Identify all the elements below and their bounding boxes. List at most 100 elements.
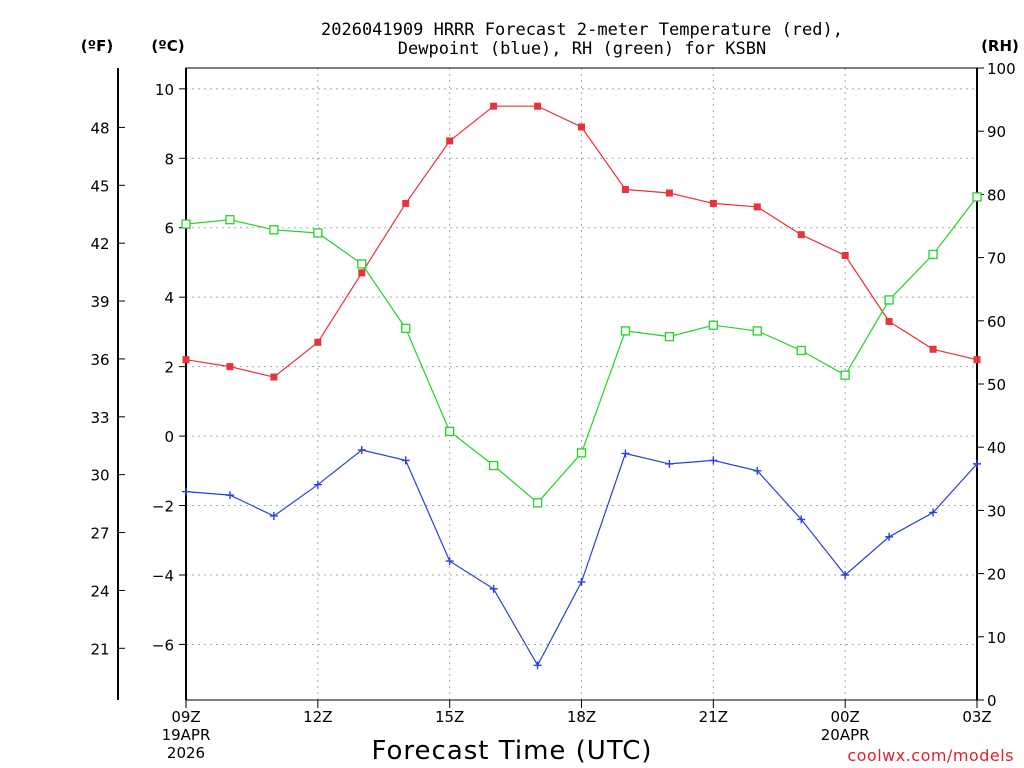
temperature-point (621, 186, 629, 194)
rh-tick-label: 50 (987, 376, 1006, 394)
x-tick-label: 20APR (821, 726, 870, 744)
dewpoint-point (533, 661, 542, 670)
series-dewpoint (182, 445, 981, 670)
dewpoint-point (577, 577, 586, 586)
celsius-tick-label: 0 (164, 428, 174, 446)
series-rh (181, 192, 982, 508)
celsius-tick-label: 4 (164, 289, 174, 307)
rh-point (445, 426, 455, 437)
dewpoint-point (182, 487, 190, 496)
credit-link[interactable]: coolwx.com/models (847, 746, 1014, 765)
chart-title: 2026041909 HRRR Forecast 2-meter Tempera… (321, 20, 843, 59)
rh-unit-label: (RH) (981, 37, 1019, 55)
rh-point (972, 192, 982, 202)
rh-point (313, 228, 323, 238)
dewpoint-point (489, 584, 498, 593)
dewpoint-point (621, 449, 630, 458)
dewpoint-point (973, 459, 981, 468)
x-tick-label: 18Z (567, 708, 596, 726)
celsius-tick-label: −2 (152, 498, 174, 516)
rh-tick-label: 10 (987, 629, 1006, 647)
temperature-point (402, 199, 410, 207)
x-axis-label: Forecast Time (UTC) (371, 736, 652, 766)
plot-frame (185, 67, 978, 701)
rh-point (269, 225, 279, 235)
dewpoint-point (357, 445, 366, 454)
celsius-tick-label: −4 (152, 567, 174, 585)
rh-point (752, 326, 762, 336)
fahrenheit-tick-label: 48 (90, 119, 109, 137)
celsius-tick-label: 6 (164, 220, 174, 238)
rh-tick-label: 20 (987, 566, 1006, 584)
title-line: Dewpoint (blue), RH (green) for KSBN (398, 39, 766, 59)
celsius-tick-label: 10 (155, 81, 174, 99)
x-tick-label: 03Z (962, 708, 991, 726)
x-tick-label: 2026 (167, 744, 205, 762)
temperature-point (226, 363, 234, 371)
x-tick-label: 00Z (830, 708, 859, 726)
temperature-point (578, 123, 585, 131)
fahrenheit-tick-label: 36 (90, 351, 109, 369)
x-tick-label: 15Z (435, 708, 464, 726)
rh-tick-label: 40 (987, 439, 1006, 457)
celsius-tick-label: −6 (152, 636, 174, 654)
rh-point (357, 259, 367, 269)
rh-tick-label: 60 (987, 313, 1006, 331)
temperature-point (270, 373, 278, 381)
temperature-point (446, 137, 454, 145)
fahrenheit-tick-label: 24 (90, 582, 109, 600)
rh-point (796, 345, 806, 356)
rh-point (488, 460, 499, 471)
temperature-point (709, 199, 717, 207)
temperature-point (490, 102, 498, 110)
temperature-point (314, 338, 322, 346)
fahrenheit-tick-label: 21 (90, 640, 109, 658)
dewpoint-point (665, 459, 674, 468)
rh-tick-label: 90 (987, 123, 1006, 141)
dewpoint-point (797, 515, 806, 524)
dewpoint-point (269, 511, 278, 520)
x-tick-label: 12Z (303, 708, 332, 726)
fahrenheit-tick-label: 30 (90, 467, 109, 485)
rh-point (225, 215, 235, 225)
temperature-point (358, 269, 366, 277)
rh-tick-label: 70 (987, 250, 1006, 268)
rh-point (576, 448, 587, 458)
fahrenheit-tick-label: 33 (90, 409, 109, 427)
rh-point (928, 249, 938, 260)
rh-point (884, 295, 894, 305)
series-temperature (182, 102, 981, 381)
rh-point (532, 498, 543, 508)
temperature-point (797, 231, 805, 239)
temperature-point (929, 345, 937, 353)
dewpoint-point (929, 508, 938, 517)
fahrenheit-tick-label: 27 (90, 525, 109, 543)
data-series (181, 102, 982, 670)
rh-tick-label: 100 (987, 60, 1016, 78)
dewpoint-point (445, 557, 454, 566)
temperature-point (534, 102, 542, 110)
x-tick-label: 21Z (699, 708, 728, 726)
axes: (ºF) (ºC) (RH)1086420−2−4−6484542393633302… (81, 37, 1019, 762)
rh-tick-label: 80 (987, 186, 1006, 204)
grid-lines (186, 68, 977, 700)
rh-point (664, 331, 675, 342)
temperature-point (841, 252, 849, 260)
fahrenheit-tick-label: 42 (90, 235, 109, 253)
rh-point (181, 219, 191, 229)
dewpoint-point (225, 491, 234, 500)
celsius-tick-label: 8 (164, 150, 174, 168)
dewpoint-point (753, 466, 762, 475)
dewpoint-point (841, 570, 850, 579)
celsius-tick-label: 2 (164, 359, 174, 377)
temperature-point (182, 356, 190, 364)
fahrenheit-tick-label: 39 (90, 293, 109, 311)
temperature-point (973, 356, 981, 364)
rh-point (401, 323, 411, 334)
title-line: 2026041909 HRRR Forecast 2-meter Tempera… (321, 20, 843, 40)
temperature-point (753, 203, 761, 211)
fahrenheit-tick-label: 45 (90, 177, 109, 195)
dewpoint-point (885, 532, 894, 541)
celsius-unit-label: (ºC) (151, 37, 184, 55)
